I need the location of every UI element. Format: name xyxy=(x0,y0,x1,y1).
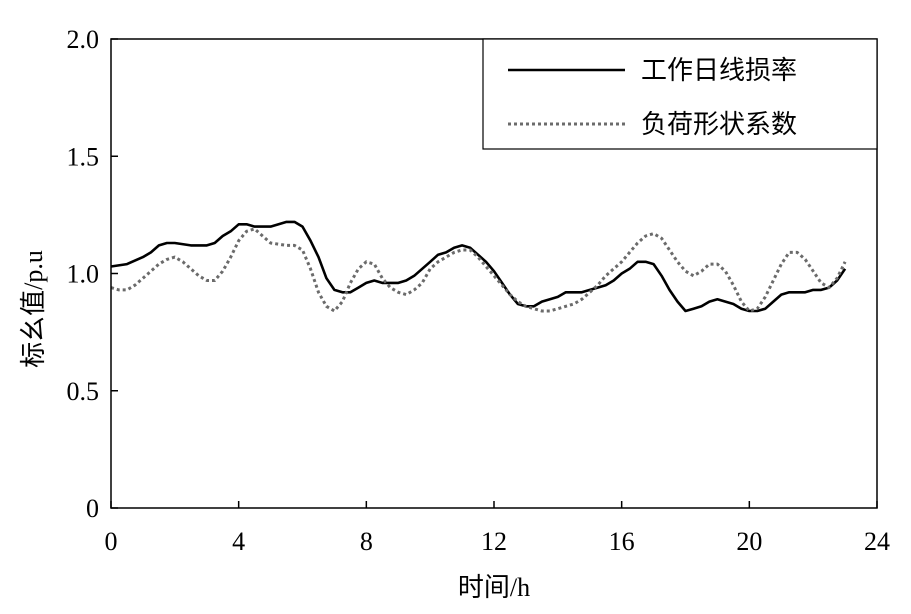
axes: 0 4 8 12 16 20 24 0 0.5 1.0 1.5 2.0 xyxy=(67,25,891,556)
x-tick-label: 12 xyxy=(481,527,507,556)
plot-area xyxy=(110,220,847,313)
series-line-1 xyxy=(110,220,847,313)
y-tick-label: 1.5 xyxy=(67,142,100,171)
x-tick-label: 24 xyxy=(864,527,890,556)
x-tick-label: 8 xyxy=(360,527,373,556)
y-tick-label: 1.0 xyxy=(67,260,100,289)
y-tick-label: 0.5 xyxy=(67,377,100,406)
y-tick-label: 0 xyxy=(86,494,99,523)
x-axis-title: 时间/h xyxy=(458,573,530,602)
series-line-2 xyxy=(110,227,847,313)
legend-label-2: 负荷形状系数 xyxy=(641,110,797,139)
legend-label-1: 工作日线损率 xyxy=(641,56,797,85)
y-tick-label: 2.0 xyxy=(67,25,100,54)
legend-box xyxy=(482,38,878,150)
x-tick-label: 20 xyxy=(736,527,762,556)
y-axis-title: 标幺值/p.u xyxy=(19,250,48,368)
x-tick-label: 4 xyxy=(232,527,245,556)
x-tick-label: 16 xyxy=(609,527,635,556)
x-tick-label: 0 xyxy=(105,527,118,556)
